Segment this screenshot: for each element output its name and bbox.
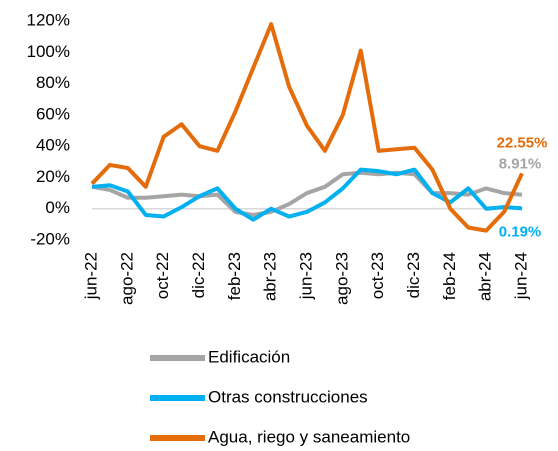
x-tick-label: jun-23 xyxy=(296,252,315,300)
series-line xyxy=(91,170,523,217)
x-tick-label: dic-22 xyxy=(189,252,208,298)
legend-label: Edificación xyxy=(208,347,290,366)
y-tick-label: 60% xyxy=(36,104,70,123)
legend-label: Otras construcciones xyxy=(208,387,368,406)
x-tick-label: oct-22 xyxy=(153,252,172,299)
y-tick-label: 120% xyxy=(27,10,70,29)
x-tick-label: abr-24 xyxy=(476,252,495,301)
y-tick-label: -20% xyxy=(30,229,70,248)
data-label: 0.19% xyxy=(499,223,542,240)
x-tick-label: feb-23 xyxy=(225,252,244,300)
x-tick-label: jun-24 xyxy=(511,252,530,300)
data-label: 8.91% xyxy=(499,156,542,173)
x-tick-label: ago-23 xyxy=(332,252,351,305)
series-line xyxy=(91,167,523,222)
data-label: 22.55% xyxy=(497,134,548,151)
legend-label: Agua, riego y saneamiento xyxy=(208,427,410,446)
y-tick-label: 20% xyxy=(36,167,70,186)
x-tick-label: dic-23 xyxy=(404,252,423,298)
series-line xyxy=(90,22,524,233)
x-tick-label: ago-22 xyxy=(117,252,136,305)
y-tick-label: 40% xyxy=(36,136,70,155)
x-tick-label: abr-23 xyxy=(261,252,280,301)
x-tick-label: feb-24 xyxy=(440,252,459,300)
y-tick-label: 80% xyxy=(36,73,70,92)
x-tick-label: jun-22 xyxy=(81,252,100,300)
y-tick-label: 100% xyxy=(27,42,70,61)
x-tick-label: oct-23 xyxy=(368,252,387,299)
y-tick-label: 0% xyxy=(45,198,70,217)
